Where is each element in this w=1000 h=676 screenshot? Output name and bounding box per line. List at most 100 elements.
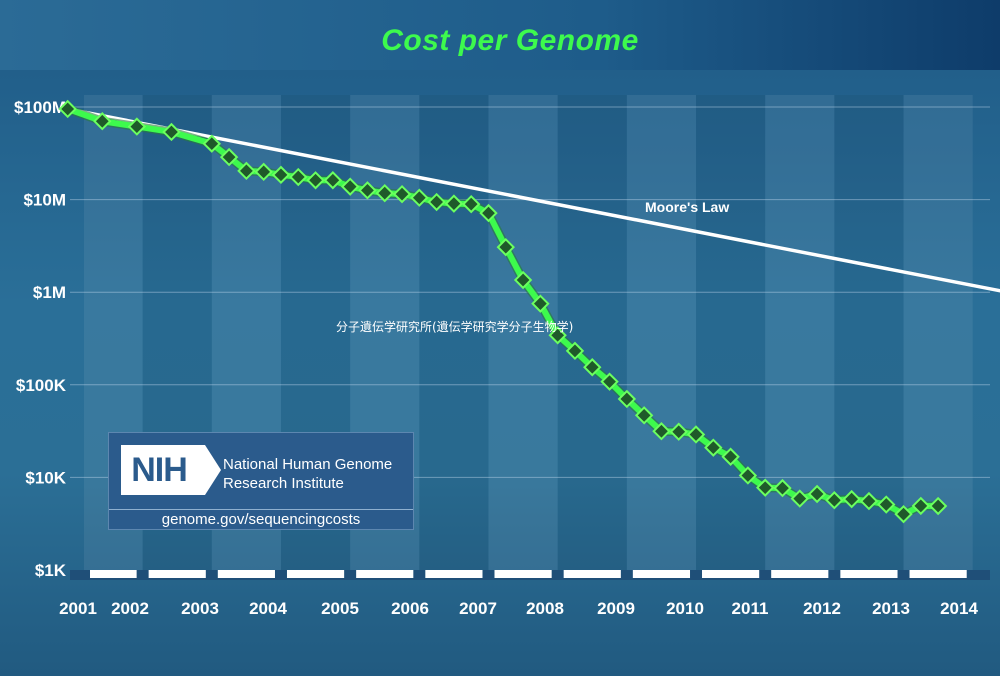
data-point-marker (790, 489, 809, 508)
nih-divider (109, 509, 413, 510)
data-point-marker (928, 496, 948, 516)
data-point-marker (894, 504, 913, 524)
data-point-marker (531, 294, 550, 313)
data-point-marker (911, 496, 931, 516)
data-point-marker (202, 134, 221, 153)
column-band (626, 95, 697, 570)
data-point-marker (306, 171, 325, 190)
nih-institute-name: National Human Genome Research Institute (223, 455, 413, 493)
x-axis-dash (217, 570, 275, 578)
x-tick-label: 2008 (526, 599, 564, 618)
chart-title: Cost per Genome (381, 24, 639, 57)
column-band (557, 95, 627, 570)
overlay-caption: 分子遺伝学研究所(遺伝学研究学分子生物学) (336, 319, 573, 334)
x-axis-dash (90, 570, 137, 578)
nih-badge: NIH (121, 445, 205, 495)
data-point-marker (686, 425, 706, 444)
x-tick-label: 2012 (803, 599, 841, 618)
data-point-marker (254, 162, 273, 182)
data-point-marker (704, 438, 723, 457)
x-tick-label: 2009 (597, 599, 635, 618)
x-axis-dash (632, 570, 691, 578)
data-point-marker (652, 422, 671, 441)
data-point-marker (427, 192, 446, 212)
data-point-marker (548, 326, 567, 345)
data-point-marker (721, 447, 740, 466)
moores-law-line (65, 107, 1000, 293)
moores-law-label: Moore's Law (645, 199, 729, 215)
x-tick-label: 2013 (872, 599, 910, 618)
x-tick-label: 2007 (459, 599, 497, 618)
data-point-marker (93, 112, 112, 131)
x-axis-dash (702, 570, 760, 578)
data-point-marker (58, 99, 77, 119)
data-point-marker (842, 489, 861, 509)
data-point-marker (219, 147, 239, 167)
data-point-marker (479, 203, 498, 223)
y-tick-label: $10K (25, 468, 66, 487)
column-band (696, 95, 766, 570)
x-tick-label: 2011 (732, 599, 769, 618)
nih-name-line2: Research Institute (223, 475, 344, 492)
x-tick-label: 2006 (391, 599, 429, 618)
y-tick-label: $100M (14, 98, 66, 117)
data-point-marker (358, 181, 377, 200)
data-point-marker (237, 161, 256, 181)
nih-logo: NIH National Human Genome Research Insti… (108, 432, 414, 530)
x-tick-label: 2005 (321, 599, 359, 618)
nih-url: genome.gov/sequencingcosts (161, 511, 361, 528)
data-point-marker (444, 194, 464, 213)
y-tick-label: $100K (16, 376, 67, 395)
x-axis-dash (840, 570, 898, 578)
data-point-marker (773, 478, 792, 498)
nih-badge-text: NIH (131, 451, 188, 489)
x-axis-dash (356, 570, 414, 578)
data-point-marker (807, 484, 827, 504)
data-point-marker (271, 165, 291, 185)
data-point-marker (127, 117, 147, 136)
data-point-marker (877, 495, 896, 514)
y-tick-label: $1K (35, 561, 67, 580)
data-point-marker (375, 183, 394, 203)
plot-area: $100M $10M $1M $100K $10K $1K 2001 2002 2003 2004… (14, 95, 1000, 618)
x-axis-dash (286, 570, 345, 578)
data-point-marker (565, 341, 585, 361)
data-point-marker (669, 422, 688, 441)
data-point-marker (340, 177, 360, 196)
nih-arrow-icon (205, 445, 221, 495)
x-tick-label: 2002 (111, 599, 149, 618)
x-axis-dash (148, 570, 206, 578)
nih-name-line1: National Human Genome (223, 456, 393, 473)
data-point-marker (323, 171, 343, 190)
x-tick-label: 2004 (249, 599, 287, 618)
x-tick-label: 2010 (666, 599, 704, 618)
x-tick-label: 2001 (59, 599, 97, 618)
column-band (903, 95, 973, 570)
data-point-marker (825, 491, 844, 510)
data-point-marker (583, 358, 602, 377)
x-axis-dash (425, 570, 483, 578)
data-point-marker (617, 389, 637, 409)
data-point-marker (600, 372, 619, 391)
x-tick-label: 2014 (940, 599, 978, 618)
title-band (0, 0, 1000, 70)
data-point-marker (289, 167, 308, 187)
data-point-marker (738, 466, 758, 485)
data-point-marker (634, 406, 654, 425)
y-tick-label: $10M (23, 191, 66, 210)
data-point-marker (462, 194, 481, 214)
x-axis-dash (909, 570, 967, 578)
data-point-marker (392, 184, 412, 204)
data-point-marker (513, 270, 533, 290)
x-axis-dash (563, 570, 621, 578)
x-axis-dash (494, 570, 552, 578)
data-point-marker (859, 491, 879, 511)
x-tick-label: 2003 (181, 599, 219, 618)
column-band (488, 95, 558, 570)
x-axis-dash (771, 570, 829, 578)
data-point-marker (162, 122, 181, 142)
data-point-marker (755, 478, 775, 497)
y-tick-label: $1M (33, 283, 66, 302)
data-point-marker (496, 237, 515, 257)
